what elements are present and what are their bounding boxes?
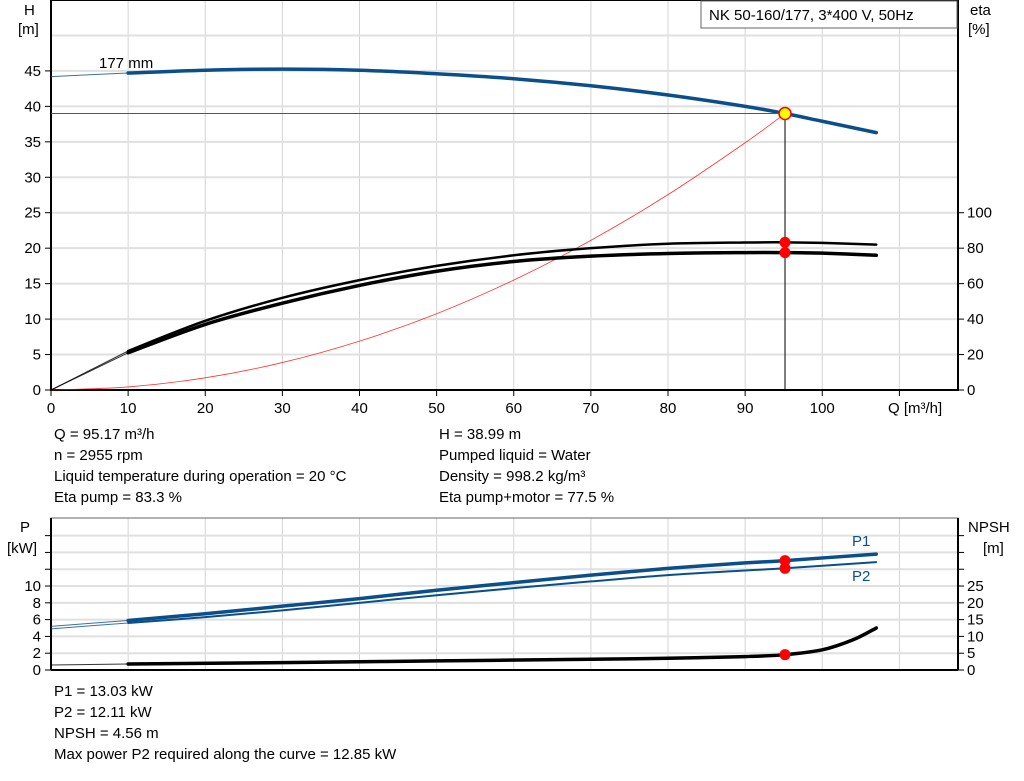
p2-label: P2 — [852, 568, 870, 585]
y-tick-label: 30 — [24, 169, 41, 186]
y2-tick-label: 40 — [967, 311, 984, 328]
info-temp: Liquid temperature during operation = 20… — [54, 468, 347, 485]
y-tick-label: 35 — [24, 134, 41, 151]
p2-curve-thin — [50, 622, 129, 630]
info-top-right: H = 38.99 m Pumped liquid = Water Densit… — [439, 424, 614, 508]
p-tick-label: 6 — [33, 612, 41, 629]
info-h: H = 38.99 m — [439, 426, 522, 443]
x-tick-label: 100 — [810, 400, 835, 417]
head-curve — [126, 67, 878, 135]
chart-title: NK 50-160/177, 3*400 V, 50Hz — [709, 7, 914, 24]
npsh-duty-marker — [779, 649, 791, 661]
p1-duty-marker — [779, 555, 791, 567]
npsh-tick-label: 20 — [967, 595, 984, 612]
y2-tick-label: 100 — [967, 205, 992, 222]
y2-tick-label: 80 — [967, 240, 984, 257]
x-tick-label: 40 — [351, 400, 368, 417]
x-tick-label: 10 — [120, 400, 137, 417]
info-p1: P1 = 13.03 kW — [54, 683, 153, 700]
y-tick-label: 20 — [24, 240, 41, 257]
x-tick-label: 60 — [505, 400, 522, 417]
p2-duty-marker — [779, 562, 791, 574]
info-top-left: Q = 95.17 m³/h n = 2955 rpm Liquid tempe… — [54, 424, 346, 508]
top-y2label-1: eta — [970, 2, 992, 19]
eta-pump-motor-curve-thin — [50, 352, 129, 391]
info-eta-pump-motor: Eta pump+motor = 77.5 % — [439, 489, 615, 506]
title-box — [700, 0, 958, 29]
x-tick-label: 90 — [737, 400, 754, 417]
duty-point-marker — [778, 106, 792, 121]
p-tick-label: 0 — [33, 662, 41, 679]
top-y2label-2: [%] — [968, 21, 990, 38]
npsh-tick-label: 0 — [967, 662, 975, 679]
eta-pump-motor-curve — [126, 250, 878, 355]
p1-curve-thin — [50, 619, 129, 627]
y-tick-label: 45 — [24, 63, 41, 80]
curve-label: 177 mm — [99, 55, 153, 72]
top-ylabel-1: H — [24, 2, 35, 19]
x-tick-label: 70 — [583, 400, 600, 417]
x-tick-label: 20 — [197, 400, 214, 417]
npsh-curve — [126, 626, 878, 666]
info-bottom: P1 = 13.03 kW P2 = 12.11 kW NPSH = 4.56 … — [54, 681, 396, 765]
y2-tick-label: 0 — [967, 382, 975, 399]
npsh-tick-label: 15 — [967, 612, 984, 629]
bot-y2label-1: NPSH — [968, 519, 1010, 536]
x-tick-label: 30 — [274, 400, 291, 417]
y2-tick-label: 20 — [967, 347, 984, 364]
x-tick-label: 80 — [660, 400, 677, 417]
y-tick-label: 5 — [33, 347, 41, 364]
y-tick-label: 10 — [24, 311, 41, 328]
p2-curve — [127, 561, 878, 624]
y-tick-label: 40 — [24, 98, 41, 115]
npsh-tick-label: 5 — [967, 645, 975, 662]
info-n: n = 2955 rpm — [54, 447, 143, 464]
info-q: Q = 95.17 m³/h — [54, 426, 155, 443]
top-frame — [50, 0, 959, 391]
eta-pump-motor-duty-marker — [779, 247, 791, 259]
y2-tick-label: 60 — [967, 276, 984, 293]
info-liquid: Pumped liquid = Water — [439, 447, 591, 464]
p-tick-label: 10 — [24, 578, 41, 595]
y-tick-label: 15 — [24, 276, 41, 293]
top-xlabel: Q [m³/h] — [888, 400, 942, 417]
p-tick-label: 8 — [33, 595, 41, 612]
bot-ylabel-1: P — [20, 519, 30, 536]
x-tick-label: 0 — [47, 400, 55, 417]
x-tick-label: 50 — [428, 400, 445, 417]
bot-ylabel-2: [kW] — [7, 540, 37, 557]
bot-y2label-2: [m] — [983, 540, 1004, 557]
y-tick-label: 25 — [24, 205, 41, 222]
npsh-curve-thin — [50, 663, 129, 666]
p-tick-label: 4 — [33, 628, 41, 645]
p1-label: P1 — [852, 533, 870, 550]
head-curve-thin — [50, 72, 129, 78]
eta-pump-curve — [126, 241, 878, 353]
top-grid: 0 10 20 30 40 50 60 70 80 90 100 0 5 10 15 20 25 30 35 40 45… — [24, 0, 992, 417]
info-eta-pump: Eta pump = 83.3 % — [54, 489, 182, 506]
p1-curve — [126, 552, 878, 623]
npsh-tick-label: 10 — [967, 628, 984, 645]
y-tick-label: 0 — [33, 382, 41, 399]
info-max-p2: Max power P2 required along the curve = … — [54, 746, 397, 763]
p-tick-label: 2 — [33, 645, 41, 662]
eta-pump-duty-marker — [779, 236, 791, 248]
npsh-tick-label: 25 — [967, 578, 984, 595]
info-npsh: NPSH = 4.56 m — [54, 725, 159, 742]
info-p2: P2 = 12.11 kW — [54, 704, 152, 721]
info-density: Density = 998.2 kg/m³ — [439, 468, 586, 485]
system-curve — [50, 113, 786, 391]
top-ylabel-2: [m] — [18, 21, 39, 38]
